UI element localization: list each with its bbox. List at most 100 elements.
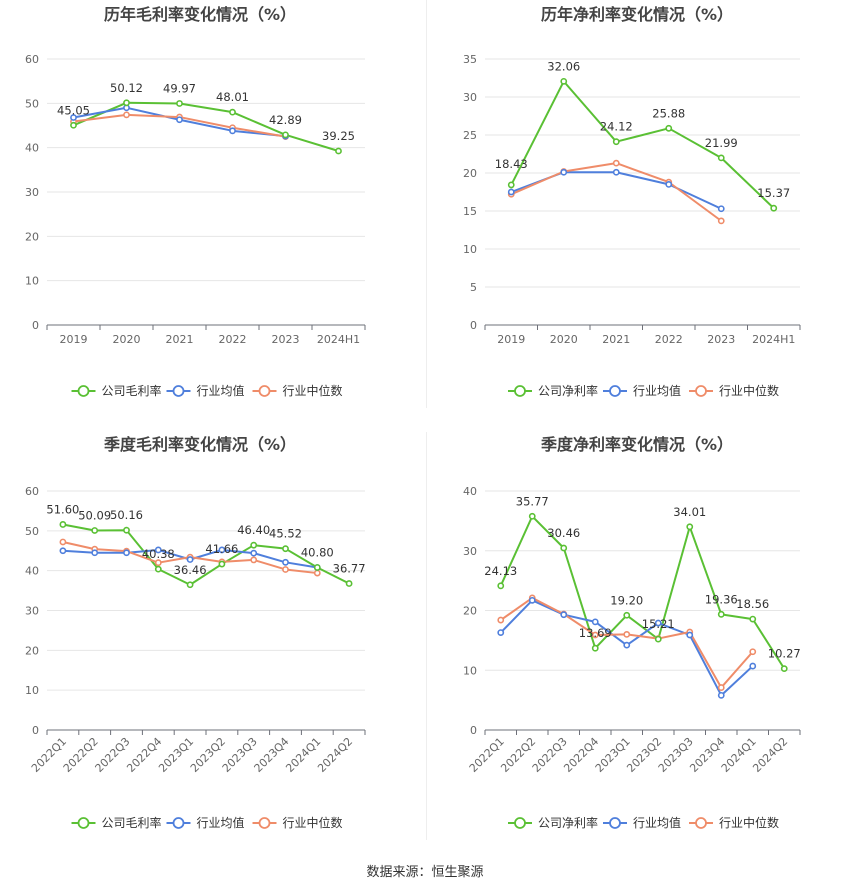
- data-point-avg: [717, 205, 725, 213]
- data-label: 49.97: [163, 81, 196, 95]
- data-label: 10.27: [768, 647, 801, 661]
- data-label: 36.77: [333, 562, 366, 576]
- legend-label: 行业中位数: [719, 815, 779, 830]
- annual-net-margin-chart: 历年净利率变化情况（%） 0 5 10 15 20 25 30 35 2019 2020 2021 20…: [425, 0, 850, 430]
- data-label: 32.06: [547, 59, 580, 73]
- y-tick-label: 0: [32, 724, 39, 737]
- y-tick-label: 10: [25, 275, 39, 288]
- legend-label: 公司净利率: [538, 815, 598, 830]
- data-point-avg: [91, 549, 99, 557]
- x-tick-label: 2020: [113, 333, 141, 346]
- y-tick-label: 0: [32, 319, 39, 332]
- data-label: 34.01: [673, 505, 706, 519]
- y-tick-label: 35: [463, 53, 477, 66]
- data-point-company: [654, 635, 662, 643]
- series-line-company: [62, 523, 350, 586]
- data-label: 15.21: [642, 617, 675, 631]
- data-point-company: [560, 544, 568, 552]
- vertical-divider-bottom: [426, 432, 427, 840]
- data-point-company: [218, 560, 226, 568]
- data-label: 40.38: [142, 547, 175, 561]
- data-label: 18.56: [736, 597, 769, 611]
- y-tick-label: 60: [25, 53, 39, 66]
- data-label: 40.80: [301, 545, 334, 559]
- data-point-median: [250, 556, 258, 564]
- x-tick-label: 2024H1: [752, 333, 795, 346]
- data-label: 25.88: [652, 106, 685, 120]
- data-point-avg: [186, 556, 194, 563]
- x-tick-label: 2021: [602, 333, 630, 346]
- data-point-company: [345, 580, 353, 587]
- data-point-company: [612, 138, 620, 146]
- data-point-company: [749, 615, 757, 623]
- data-point-median: [612, 159, 620, 167]
- x-tick-label: 2024Q2: [315, 735, 355, 775]
- chart-canvas: 历年净利率变化情况（%） 0 5 10 15 20 25 30 35 2019 2020 2021 20…: [463, 5, 801, 398]
- legend-item-avg: 行业均值: [603, 815, 681, 830]
- data-label: 41.66: [205, 542, 238, 556]
- y-tick-label: 20: [25, 644, 39, 657]
- legend-swatch-marker: [172, 385, 185, 397]
- data-point-median: [282, 566, 289, 573]
- data-label: 45.05: [57, 103, 90, 117]
- chart-title: 历年毛利率变化情况（%）: [104, 5, 296, 24]
- legend-swatch-marker: [609, 817, 621, 829]
- legend-item-company: 公司净利率: [508, 383, 598, 398]
- legend-swatch-marker: [172, 817, 185, 829]
- legend-label: 行业中位数: [283, 815, 343, 830]
- data-point-company: [717, 154, 725, 162]
- data-label: 42.89: [269, 113, 302, 127]
- data-label: 19.20: [610, 593, 643, 607]
- data-point-company: [282, 545, 289, 553]
- annual-gross-margin-chart: 历年毛利率变化情况（%） 0 10 20 30 40 50 60 2019 2020 2021 202…: [0, 0, 425, 430]
- y-tick-label: 5: [470, 281, 477, 294]
- data-point-avg: [686, 631, 694, 639]
- x-tick-label: 2023: [707, 333, 735, 346]
- y-tick-label: 10: [463, 664, 477, 677]
- y-tick-label: 50: [25, 97, 39, 110]
- data-point-company: [770, 204, 778, 212]
- legend-item-company: 公司毛利率: [71, 383, 162, 398]
- data-point-avg: [176, 116, 183, 124]
- data-point-company: [623, 611, 631, 619]
- legend-swatch-marker: [77, 385, 90, 397]
- data-point-company: [186, 581, 194, 589]
- data-point-median: [717, 684, 725, 691]
- chart-canvas: 历年毛利率变化情况（%） 0 10 20 30 40 50 60 2019 2020 2021 202…: [25, 5, 366, 398]
- data-point-avg: [665, 180, 673, 188]
- legend-label: 行业均值: [633, 815, 681, 830]
- data-point-company: [176, 100, 183, 107]
- data-point-median: [59, 538, 67, 546]
- data-point-company: [686, 523, 694, 531]
- data-point-company: [560, 77, 568, 85]
- data-label: 30.46: [547, 526, 580, 540]
- y-tick-label: 30: [25, 605, 39, 618]
- data-point-avg: [282, 558, 289, 566]
- legend-item-company: 公司毛利率: [71, 815, 162, 830]
- data-point-company: [91, 527, 99, 534]
- data-point-company: [123, 526, 130, 534]
- legend-item-median: 行业中位数: [689, 383, 779, 398]
- data-point-company: [282, 131, 289, 139]
- legend-item-median: 行业中位数: [252, 383, 343, 398]
- x-tick-label: 2023: [272, 333, 300, 346]
- x-tick-label: 2024Q2: [750, 735, 790, 775]
- data-label: 36.46: [174, 563, 207, 577]
- legend-label: 公司净利率: [538, 383, 598, 398]
- data-point-avg: [70, 114, 77, 121]
- data-point-avg: [591, 618, 599, 626]
- data-point-company: [665, 124, 673, 132]
- legend-label: 行业中位数: [719, 383, 779, 398]
- data-point-avg: [154, 546, 162, 554]
- y-tick-label: 30: [463, 545, 477, 558]
- data-point-avg: [560, 611, 568, 619]
- y-tick-label: 40: [25, 142, 39, 155]
- legend-item-avg: 行业均值: [166, 815, 245, 830]
- chart-canvas: 季度毛利率变化情况（%）01020304050602022Q12022Q2202…: [25, 435, 366, 830]
- data-point-company: [591, 644, 599, 652]
- data-point-avg: [717, 691, 725, 699]
- legend-swatch-marker: [695, 385, 707, 397]
- data-point-avg: [497, 629, 505, 637]
- legend-swatch-marker: [258, 385, 271, 397]
- data-point-avg: [218, 546, 226, 554]
